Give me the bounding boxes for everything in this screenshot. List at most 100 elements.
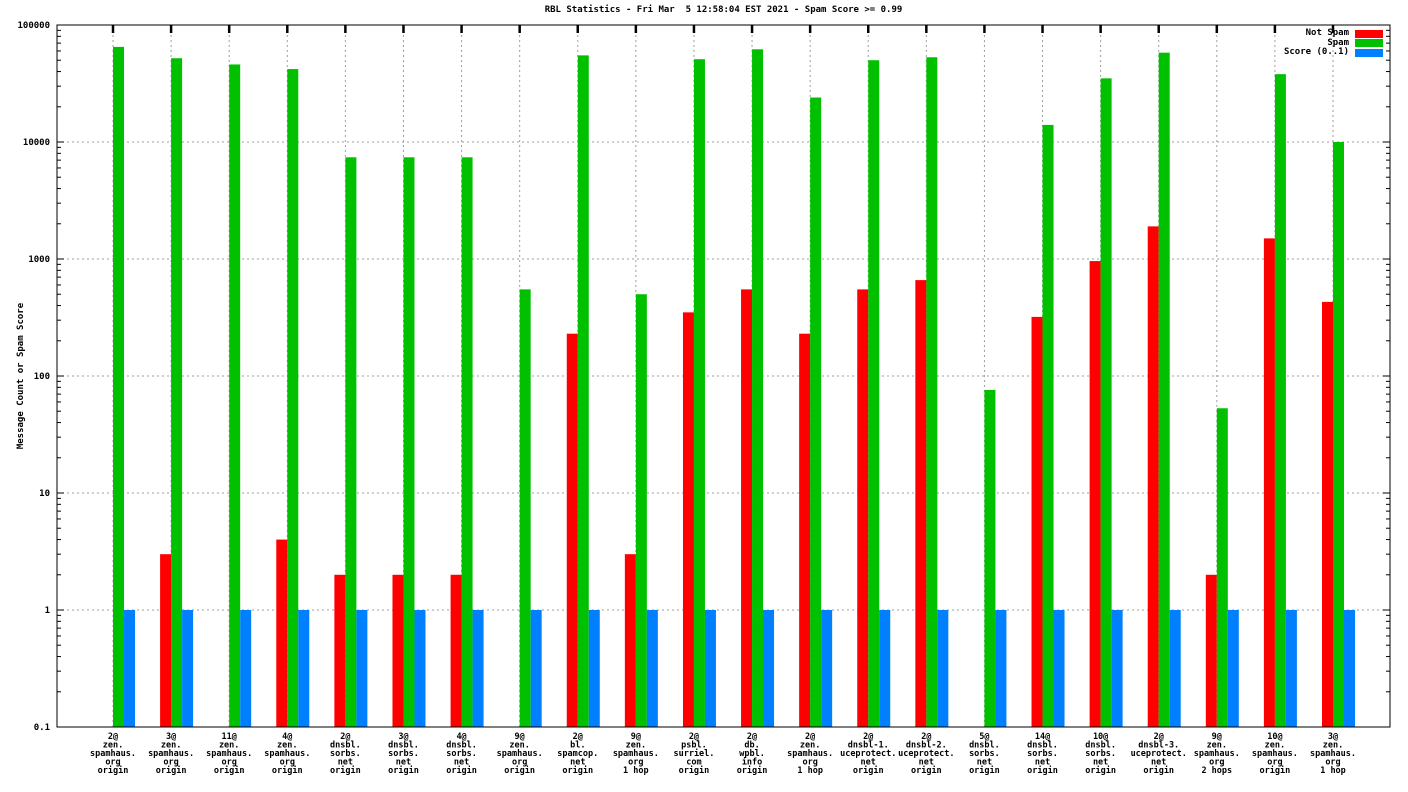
bar-spam bbox=[1333, 142, 1344, 727]
bar-score bbox=[182, 610, 194, 727]
x-category-label-line: 10@ bbox=[1267, 732, 1282, 742]
x-category-label-line: origin bbox=[1027, 765, 1058, 776]
x-category-label-line: info bbox=[742, 757, 762, 768]
x-category-label-line: spamhaus. bbox=[1310, 749, 1356, 759]
chart-title: RBL Statistics - Fri Mar 5 12:58:04 EST … bbox=[544, 5, 903, 15]
x-category-label-line: spamhaus. bbox=[206, 749, 252, 759]
x-category-label-line: origin bbox=[853, 765, 884, 776]
bar-not-spam bbox=[682, 312, 694, 727]
x-category-label-line: 1 hop bbox=[1320, 766, 1346, 776]
x-category-label-line: 2@ bbox=[573, 732, 583, 742]
bar-score bbox=[414, 610, 426, 727]
x-category-label-line: net bbox=[919, 758, 934, 768]
x-category-label-line: net bbox=[396, 758, 411, 768]
x-category-label: 3@ zen. spamhaus. org origin bbox=[148, 732, 194, 776]
x-category-label-line: sorbs. bbox=[1027, 749, 1058, 759]
legend-item-score: Score (0..1) bbox=[1284, 47, 1383, 58]
x-category-label: 2@ db. wpbl. info origin bbox=[737, 732, 768, 776]
bar-not-spam bbox=[1031, 316, 1043, 727]
y-tick-label: 100000 bbox=[17, 21, 50, 31]
x-category-label-line: dnsbl. bbox=[446, 741, 477, 751]
x-category-label: 3@ dnsbl. sorbs. net origin bbox=[388, 732, 419, 776]
x-category-label: 9@ zen. spamhaus. org 1 hop bbox=[613, 732, 659, 776]
bar-spam bbox=[113, 46, 124, 727]
y-tick-label: 10 bbox=[39, 489, 50, 499]
x-category-label-line: zen. bbox=[161, 741, 181, 751]
bar-score bbox=[124, 610, 135, 727]
bar-spam bbox=[693, 59, 705, 727]
x-category-label-line: 2@ bbox=[921, 732, 931, 742]
x-category-label-line: net bbox=[570, 758, 585, 768]
x-category-label-line: zen. bbox=[277, 741, 297, 751]
x-category-label-line: dnsbl-3. bbox=[1138, 741, 1179, 751]
x-category-label-line: uceprotect. bbox=[1131, 749, 1187, 759]
bar-spam bbox=[1158, 52, 1170, 727]
bar-score bbox=[1169, 610, 1181, 727]
bar-not-spam bbox=[160, 554, 172, 727]
bar-spam bbox=[810, 97, 822, 728]
bar-not-spam bbox=[1263, 238, 1275, 727]
bar-spam bbox=[171, 58, 183, 728]
x-category-label-line: uceprotect. bbox=[840, 749, 896, 759]
bar-not-spam bbox=[276, 539, 288, 727]
x-category-label-line: zen. bbox=[1265, 741, 1285, 751]
x-category-label-line: org bbox=[802, 758, 817, 768]
y-tick-label: 0.1 bbox=[34, 723, 50, 733]
x-category-label-line: org bbox=[1267, 758, 1282, 768]
bar-not-spam bbox=[566, 333, 578, 727]
plot-border bbox=[56, 24, 1391, 728]
x-category-label-line: net bbox=[1035, 758, 1050, 768]
x-category-label-line: dnsbl. bbox=[330, 741, 361, 751]
x-category-label-line: 2@ bbox=[340, 732, 350, 742]
bar-score bbox=[1227, 610, 1239, 727]
x-category-label-line: origin bbox=[969, 765, 1000, 776]
x-category-label-line: 4@ bbox=[282, 732, 292, 742]
x-category-label-line: dnsbl. bbox=[1085, 741, 1116, 751]
bar-not-spam bbox=[1205, 574, 1217, 727]
x-category-label-line: 9@ bbox=[515, 732, 525, 742]
bar-spam bbox=[1274, 74, 1286, 727]
x-category-label-line: zen. bbox=[509, 741, 529, 751]
bar-not-spam bbox=[1322, 301, 1333, 727]
bar-not-spam bbox=[857, 289, 869, 727]
x-category-label-line: spamhaus. bbox=[787, 749, 833, 759]
x-category-label-line: sorbs. bbox=[969, 749, 1000, 759]
bar-score bbox=[1285, 610, 1297, 727]
x-category-label-line: dnsbl-2. bbox=[906, 741, 947, 751]
x-category-label-line: zen. bbox=[103, 741, 123, 751]
x-category-label: 2@ bl. spamcop. net origin bbox=[557, 732, 598, 776]
bar-score bbox=[298, 610, 310, 727]
x-category-label-line: bl. bbox=[570, 741, 585, 751]
x-category-label-line: 3@ bbox=[166, 732, 176, 742]
x-category-label-line: 2@ bbox=[863, 732, 873, 742]
legend-label-not-spam: Not Spam bbox=[1305, 28, 1349, 38]
x-category-label: 2@ zen. spamhaus. org 1 hop bbox=[787, 732, 833, 776]
bar-spam bbox=[868, 60, 880, 727]
x-category-label: 4@ dnsbl. sorbs. net origin bbox=[446, 732, 477, 776]
x-category-label-line: 3@ bbox=[1328, 732, 1338, 742]
legend-swatch-score bbox=[1355, 48, 1383, 57]
x-category-label-line: dnsbl. bbox=[969, 741, 1000, 751]
x-category-label-line: spamhaus. bbox=[497, 749, 543, 759]
x-category-label: 2@ dnsbl-3. uceprotect. net origin bbox=[1131, 732, 1187, 776]
x-category-label: 4@ zen. spamhaus. org origin bbox=[264, 732, 310, 776]
x-category-label-line: origin bbox=[504, 765, 535, 776]
bar-spam bbox=[752, 49, 764, 728]
bar-spam bbox=[926, 57, 938, 728]
x-category-label-line: dnsbl. bbox=[1027, 741, 1058, 751]
x-category-label: 10@ dnsbl. sorbs. net origin bbox=[1085, 732, 1116, 776]
x-category-label-line: sorbs. bbox=[1085, 749, 1116, 759]
x-category-label-line: dnsbl-1. bbox=[848, 741, 889, 751]
bar-score bbox=[1053, 610, 1065, 727]
x-category-label-line: zen. bbox=[1207, 741, 1227, 751]
x-category-label-line: origin bbox=[446, 765, 477, 776]
x-category-label-line: spamcop. bbox=[557, 749, 598, 759]
y-tick-label: 100 bbox=[34, 372, 50, 382]
bar-score bbox=[937, 610, 949, 727]
x-category-label-line: net bbox=[861, 758, 876, 768]
bar-not-spam bbox=[624, 554, 636, 727]
x-category-label: 5@ dnsbl. sorbs. net origin bbox=[969, 732, 1000, 776]
x-category-label: 2@ zen. spamhaus. org origin bbox=[90, 732, 136, 776]
bar-not-spam bbox=[799, 333, 811, 727]
